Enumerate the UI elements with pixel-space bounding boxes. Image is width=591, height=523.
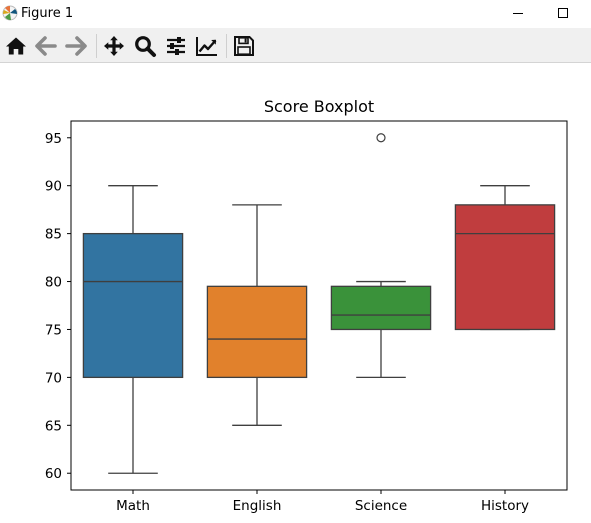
back-arrow-icon — [35, 36, 57, 56]
home-icon — [6, 37, 26, 55]
y-axis: 60 65 70 75 80 85 90 95 — [45, 131, 71, 482]
x-tick-label: History — [481, 498, 529, 514]
minimize-button[interactable] — [495, 0, 541, 28]
maximize-button[interactable] — [541, 0, 587, 28]
maximize-icon — [558, 8, 568, 18]
box-iqr — [454, 204, 556, 331]
x-axis: Math English Science History — [116, 490, 529, 514]
box-group-history — [454, 185, 556, 331]
configure-subplots-button[interactable] — [164, 34, 188, 58]
minimize-icon — [513, 13, 523, 14]
box-group-english — [206, 204, 308, 426]
zoom-icon — [135, 36, 156, 57]
y-tick-label: 85 — [45, 227, 62, 243]
matplotlib-icon — [2, 5, 18, 21]
y-tick-label: 60 — [45, 466, 62, 482]
x-tick-label: Science — [355, 498, 407, 514]
line-chart-icon — [196, 37, 217, 56]
forward-arrow-icon — [65, 36, 87, 56]
box-iqr — [206, 285, 308, 379]
save-button[interactable] — [232, 34, 256, 58]
chart-title: Score Boxplot — [264, 97, 374, 116]
navigation-toolbar — [0, 28, 591, 63]
zoom-button[interactable] — [133, 34, 157, 58]
axes-frame — [70, 120, 568, 491]
x-tick-label: English — [233, 498, 282, 514]
home-button[interactable] — [4, 34, 28, 58]
x-tick-label: Math — [116, 498, 150, 514]
y-tick-label: 90 — [45, 179, 62, 195]
y-tick-label: 80 — [45, 275, 62, 291]
y-tick-label: 65 — [45, 418, 62, 434]
outlier-point — [376, 133, 386, 143]
save-icon — [234, 36, 254, 56]
boxes-layer — [82, 133, 556, 474]
y-tick-label: 95 — [45, 131, 62, 147]
toolbar-separator — [226, 34, 227, 58]
toolbar-separator — [96, 34, 97, 58]
box-iqr — [82, 232, 184, 379]
back-button[interactable] — [34, 34, 58, 58]
boxplot-chart: Score Boxplot 60 65 70 75 80 85 90 95 Math Engli… — [45, 97, 568, 514]
box-group-math — [82, 185, 184, 474]
y-tick-label: 70 — [45, 370, 62, 386]
y-tick-label: 75 — [45, 322, 62, 338]
forward-button[interactable] — [64, 34, 88, 58]
sliders-icon — [167, 37, 185, 55]
pan-icon — [104, 36, 124, 56]
box-iqr — [330, 285, 432, 331]
pan-button[interactable] — [102, 34, 126, 58]
window-title: Figure 1 — [21, 6, 74, 21]
box-group-science — [330, 133, 432, 379]
title-bar: Figure 1 — [0, 0, 591, 28]
edit-axis-button[interactable] — [195, 34, 219, 58]
